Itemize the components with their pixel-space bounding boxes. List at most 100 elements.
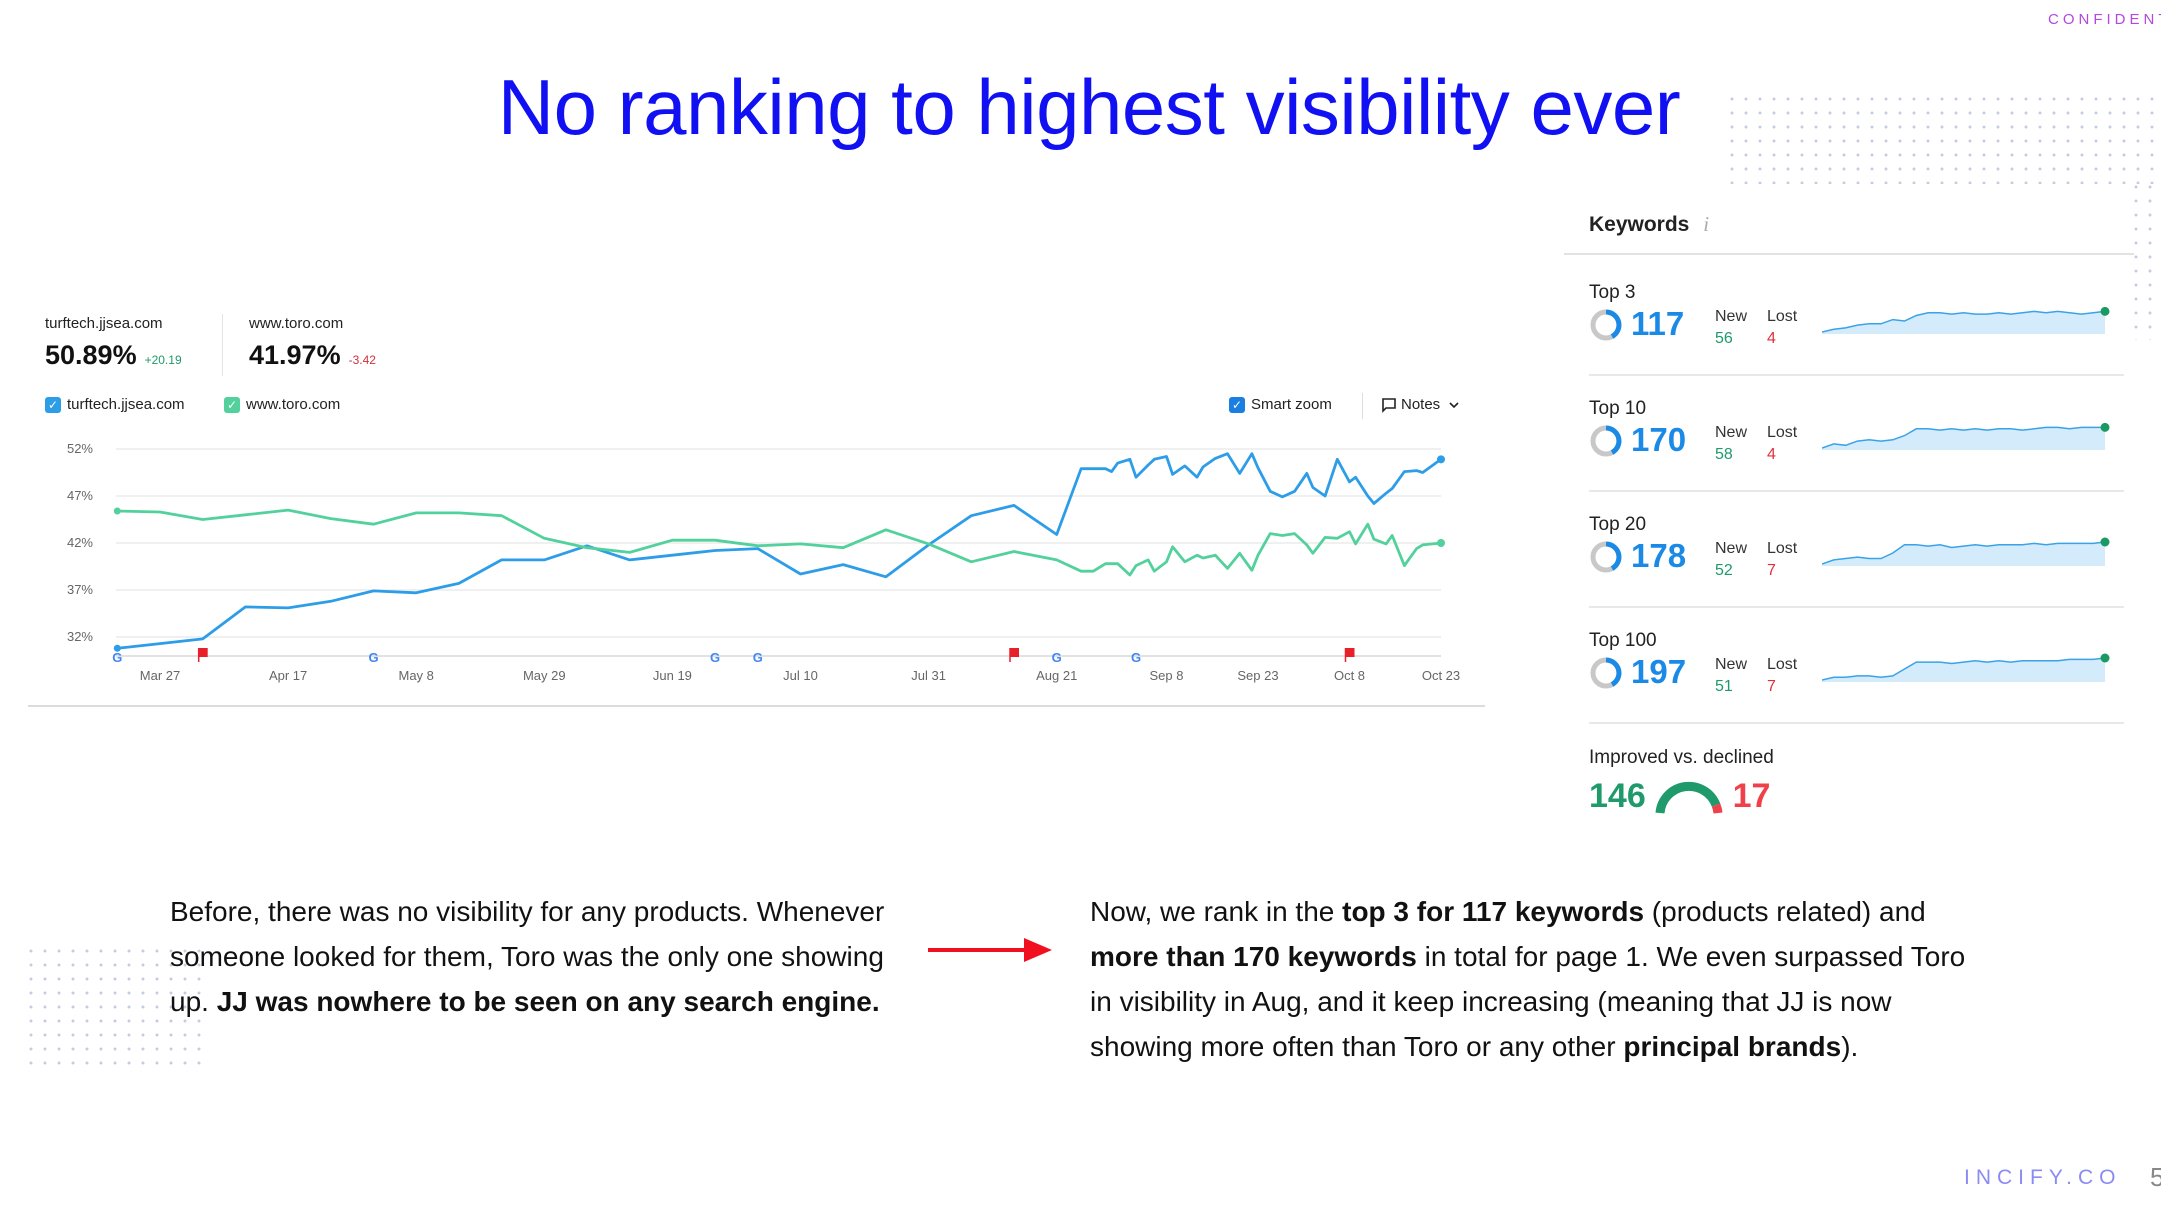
new-label: New (1715, 656, 1748, 673)
page-number: 5 (2150, 1162, 2161, 1192)
series-start-point (113, 644, 121, 652)
declined-count: 17 (1732, 777, 1771, 815)
chevron-down-icon (1449, 402, 1459, 409)
row-divider (1589, 374, 2124, 376)
footer-brand: INCIFY.CO (1964, 1166, 2122, 1189)
bold-text: JJ was nowhere to be seen on any search … (216, 986, 880, 1017)
y-tick-label: 37% (67, 582, 93, 597)
trend-sparkline (1822, 537, 2110, 566)
lost-count: 7 (1767, 562, 1776, 579)
keyword-row-label: Top 3 (1589, 282, 1636, 303)
y-tick-label: 47% (67, 488, 93, 503)
after-paragraph: Now, we rank in the top 3 for 117 keywor… (1090, 889, 1990, 1069)
google-update-icon: G (1052, 650, 1062, 665)
text-segment: in total for page 1. We even surpassed T… (1090, 941, 1966, 1062)
note-flag-icon (1010, 648, 1019, 657)
donut-icon (1590, 541, 1622, 573)
checkbox-checked-icon[interactable]: ✓ (45, 397, 61, 414)
sparkline-area (1822, 427, 2105, 450)
note-flag-icon (1345, 648, 1355, 657)
donut-icon (1590, 425, 1622, 457)
lost-count: 7 (1767, 678, 1776, 695)
checkbox-checked-icon[interactable]: ✓ (224, 397, 240, 414)
improved-label: Improved vs. declined (1589, 747, 1774, 768)
trend-sparkline (1822, 653, 2110, 682)
series-line-turftech (117, 452, 1442, 650)
keywords-title-text: Keywords (1589, 213, 1690, 236)
arrow-right-icon (928, 938, 1052, 962)
sparkline-line (1822, 310, 2106, 333)
x-tick-label: Oct 8 (1334, 668, 1365, 683)
keyword-row-label: Top 100 (1589, 630, 1657, 651)
note-flag-icon (198, 648, 208, 657)
stat-value: 41.97% (249, 340, 341, 370)
donut-icon (1590, 657, 1622, 689)
keyword-count: 170 (1631, 421, 1687, 458)
row-divider (1589, 606, 2124, 608)
lost-label: Lost (1767, 656, 1798, 673)
sparkline-line (1822, 426, 2105, 449)
bold-text: more than 170 keywords (1090, 941, 1417, 972)
checkbox-checked-icon[interactable]: ✓ (1229, 397, 1245, 414)
info-icon[interactable]: i (1703, 212, 1710, 236)
slide-title: No ranking to highest visibility ever (497, 63, 1681, 151)
notes-label: Notes (1401, 396, 1441, 413)
confidential-label: CONFIDENTI (2048, 11, 2161, 28)
keyword-count: 197 (1631, 653, 1687, 690)
stat-value: 50.89% (45, 340, 137, 370)
new-count: 56 (1715, 330, 1733, 347)
gauge-icon (1655, 781, 1723, 814)
improved-declined: 146 17 (1589, 777, 1770, 816)
google-update-icon: G (753, 650, 763, 665)
stat-delta: -3.42 (348, 353, 376, 367)
sparkline-end-dot (2100, 537, 2110, 547)
new-label: New (1715, 308, 1748, 325)
stat-toro: www.toro.com 41.97% -3.42 (249, 315, 376, 371)
dot-pattern-right (2129, 180, 2161, 340)
keyword-row-label: Top 20 (1589, 514, 1647, 535)
keyword-row: Top 10 170 New 58 Lost 4 (1589, 394, 2129, 494)
keyword-row-label: Top 10 (1589, 398, 1647, 419)
x-tick-label: Mar 27 (140, 668, 180, 683)
lost-count: 4 (1767, 330, 1776, 347)
google-update-icon: G (1131, 650, 1141, 665)
x-tick-label: Jul 10 (783, 668, 818, 683)
trend-sparkline (1822, 306, 2110, 334)
legend-turftech[interactable]: ✓ turftech.jjsea.com (45, 396, 185, 414)
before-paragraph: Before, there was no visibility for any … (170, 889, 890, 1024)
google-update-icon: G (368, 650, 378, 665)
sparkline-line (1822, 657, 2106, 681)
legend-label: www.toro.com (246, 396, 341, 413)
sparkline-end-dot (2100, 422, 2110, 432)
y-tick-label: 32% (67, 629, 93, 644)
keyword-row: Top 3 117 New 56 Lost 4 (1589, 278, 2129, 378)
x-tick-label: Apr 17 (269, 668, 307, 683)
sparkline-area (1822, 542, 2105, 566)
bold-text: top 3 for 117 keywords (1342, 896, 1645, 927)
new-label: New (1715, 540, 1748, 557)
x-tick-label: May 29 (523, 668, 566, 683)
keyword-row: Top 100 197 New 51 Lost 7 (1589, 626, 2129, 726)
keywords-header-rule (1564, 253, 2134, 255)
series-end-point (1437, 455, 1445, 464)
y-tick-label: 52% (67, 441, 93, 456)
smart-zoom-label: Smart zoom (1251, 396, 1332, 413)
sparkline-line (1822, 541, 2106, 565)
legend-toro[interactable]: ✓ www.toro.com (224, 396, 341, 414)
donut-icon (1590, 309, 1622, 341)
x-tick-label: Jun 19 (653, 668, 692, 683)
improved-count: 146 (1589, 777, 1646, 815)
stat-delta: +20.19 (144, 353, 182, 367)
keyword-row: Top 20 178 New 52 Lost 7 (1589, 510, 2129, 610)
series-start-point (113, 507, 121, 515)
sparkline-area (1822, 311, 2105, 334)
x-tick-label: Aug 21 (1036, 668, 1077, 683)
bold-text: principal brands (1623, 1031, 1842, 1062)
new-count: 52 (1715, 562, 1733, 579)
keywords-title: Keywords i (1589, 212, 1709, 237)
smart-zoom-toggle[interactable]: ✓ Smart zoom (1229, 396, 1332, 414)
notes-dropdown[interactable]: Notes (1381, 396, 1460, 413)
row-divider (1589, 722, 2124, 724)
lost-count: 4 (1767, 446, 1776, 463)
dot-pattern-bottom-left (24, 944, 210, 1068)
